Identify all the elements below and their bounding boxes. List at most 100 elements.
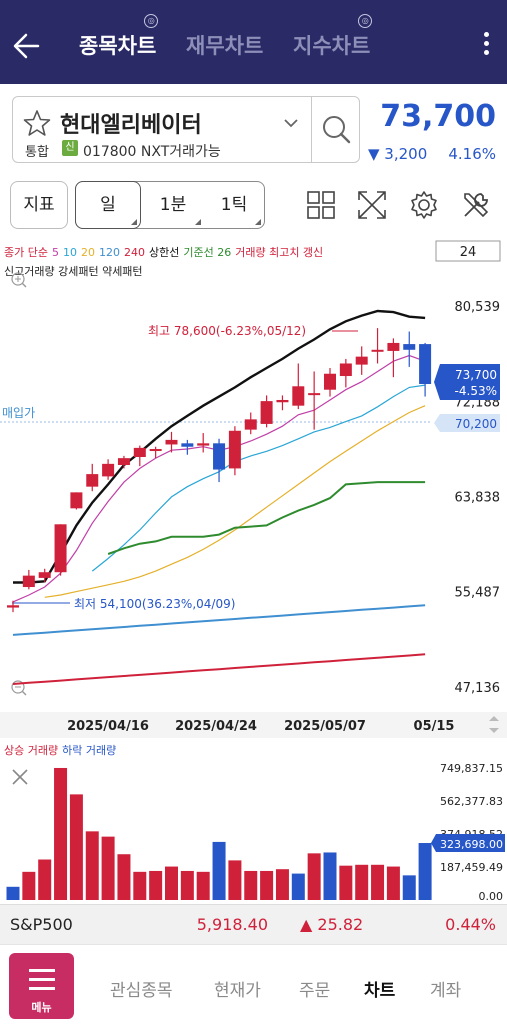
- current-price-tag: [434, 364, 500, 400]
- period-1min-button[interactable]: 1분: [142, 182, 204, 228]
- ma-line-120: [12, 604, 426, 636]
- price-chart[interactable]: 24 종가 단순 5 10 20 120 240 상한선 기준선 26 거래량 최고치 갱신 신…: [0, 236, 507, 712]
- avg-price-tag-value: 70,200: [455, 417, 497, 431]
- current-price-tag-value: 73,700: [455, 368, 497, 382]
- volume-bar: [371, 864, 385, 900]
- back-button[interactable]: [10, 28, 46, 64]
- legend-item: 하락 거래량: [62, 743, 116, 757]
- volume-y-tick-label: 562,377.83: [440, 795, 503, 808]
- candle-body: [387, 342, 400, 351]
- dot-icon: [483, 32, 489, 37]
- period-1tick-button[interactable]: 1틱: [204, 182, 264, 228]
- index-change: ▲ 25.82: [300, 915, 364, 934]
- indicator-button[interactable]: 지표: [10, 181, 68, 229]
- volume-bar: [6, 886, 20, 900]
- nav-watchlist[interactable]: 관심종목: [110, 981, 173, 1001]
- tab-index-chart[interactable]: 지수차트 ◎: [293, 14, 373, 60]
- zoom-out-icon[interactable]: [11, 680, 27, 696]
- candle-body: [292, 386, 305, 406]
- nav-chart[interactable]: 차트: [364, 981, 396, 1001]
- corner-icon: [195, 219, 201, 225]
- volume-bar: [212, 841, 226, 900]
- period-day-button[interactable]: 일: [75, 181, 141, 229]
- star-icon[interactable]: [23, 109, 51, 137]
- candle-body: [324, 373, 336, 390]
- stock-name: 현대엘리베이터: [60, 113, 202, 138]
- x-axis: 2025/04/16 2025/04/24 2025/05/07 05/15: [0, 712, 507, 738]
- tab-label: 지수차트: [293, 34, 371, 58]
- candle-body: [197, 443, 210, 446]
- info-badge-icon: ◎: [358, 14, 373, 28]
- zoom-in-icon[interactable]: [11, 272, 27, 288]
- tab-label: 종목차트: [79, 34, 157, 58]
- volume-legend: 상승 거래량 하락 거래량: [4, 743, 116, 757]
- volume-current-tag: [431, 834, 505, 852]
- volume-bar: [355, 864, 369, 900]
- market-tag: 통합: [25, 145, 49, 160]
- nav-order[interactable]: 주문: [299, 981, 331, 1001]
- legend-item: 5: [52, 246, 59, 259]
- volume-y-tick-label: 187,459.49: [440, 861, 503, 874]
- ma-line-기준선 26: [107, 481, 426, 555]
- x-tick-label: 2025/04/16: [67, 719, 149, 734]
- tab-label: 재무차트: [186, 34, 264, 58]
- nav-account[interactable]: 계좌: [430, 981, 462, 1001]
- tab-stock-chart[interactable]: 종목차트 ◎: [79, 14, 159, 60]
- x-axis-svg: 2025/04/16 2025/04/24 2025/05/07 05/15: [67, 716, 499, 734]
- period-label: 일: [100, 195, 116, 215]
- hamburger-icon: [29, 978, 55, 981]
- volume-bar: [418, 843, 432, 900]
- candle-body: [355, 356, 368, 365]
- avg-price-label: 매입가: [2, 406, 35, 420]
- legend-item: 10: [63, 246, 77, 259]
- scroll-arrows-icon[interactable]: [489, 716, 499, 733]
- dot-icon: [483, 41, 489, 46]
- count-box[interactable]: [435, 240, 501, 262]
- candle-body: [403, 344, 416, 350]
- candle-body: [7, 605, 19, 608]
- volume-bar: [275, 869, 289, 900]
- y-tick-label: 80,539: [455, 300, 501, 315]
- close-icon[interactable]: [12, 769, 28, 785]
- y-tick-label: 47,136: [455, 681, 501, 696]
- stock-code: 017800 NXT거래가능: [83, 144, 221, 160]
- volume-bar: [402, 875, 416, 900]
- stock-selector[interactable]: 현대엘리베이터 통합 신 017800 NXT거래가능: [12, 96, 360, 163]
- volume-bar: [386, 866, 400, 900]
- tab-finance-chart[interactable]: 재무차트: [186, 30, 263, 60]
- pattern-legend: 신고거래량 강세패턴 약세패턴: [4, 264, 143, 278]
- price-change: ▼ 3,200: [368, 145, 428, 163]
- legend-item: 120: [99, 246, 120, 259]
- current-price: 73,700: [380, 99, 496, 134]
- corner-icon: [131, 219, 137, 225]
- expand-icon[interactable]: [355, 188, 389, 222]
- index-ticker[interactable]: S&P500 5,918.40 ▲ 25.82 0.44%: [0, 904, 507, 944]
- grid-icon[interactable]: [304, 188, 338, 222]
- gear-icon[interactable]: [407, 188, 441, 222]
- low-annotation: 최저 54,100(36.23%,04/09): [74, 597, 235, 611]
- x-tick-label: 05/15: [414, 719, 455, 734]
- new-badge: 신: [62, 140, 78, 156]
- candle-body: [339, 363, 352, 377]
- menu-button[interactable]: 메뉴: [9, 953, 74, 1019]
- tools-icon[interactable]: [459, 188, 493, 222]
- candle-body: [419, 344, 432, 385]
- nav-quote[interactable]: 현재가: [214, 981, 261, 1001]
- volume-bar: [260, 870, 274, 900]
- ma-line-상한선: [13, 309, 426, 584]
- period-label: 1틱: [220, 195, 248, 215]
- candle-body: [38, 572, 51, 578]
- volume-bar: [22, 871, 36, 900]
- volume-bar: [165, 866, 178, 900]
- search-button[interactable]: [311, 97, 360, 162]
- period-label: 1분: [159, 195, 187, 215]
- volume-bar: [149, 870, 163, 900]
- more-menu-button[interactable]: [474, 28, 498, 64]
- search-icon: [323, 116, 351, 144]
- candle-body: [102, 463, 115, 477]
- ma-line-240: [12, 653, 426, 685]
- dot-icon: [483, 50, 489, 55]
- chevron-down-icon[interactable]: [283, 117, 299, 129]
